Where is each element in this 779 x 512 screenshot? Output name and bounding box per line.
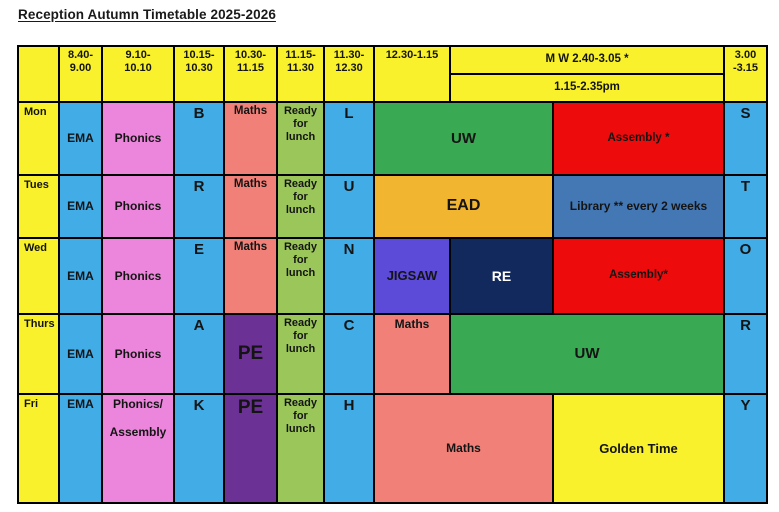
cell-wed-ready-for-lunch: Ready for lunch <box>277 238 324 314</box>
day-label-wed: Wed <box>18 238 59 314</box>
cell-tues-library: Library ** every 2 weeks <box>553 175 724 238</box>
cell-tues-break-letter: R <box>174 175 224 238</box>
cell-mon-maths: Maths <box>224 102 277 175</box>
cell-thurs-phonics: Phonics <box>102 314 174 394</box>
cell-wed-lunch-letter: N <box>324 238 374 314</box>
cell-fri-ready-for-lunch: Ready for lunch <box>277 394 324 503</box>
cell-wed-story-letter: O <box>724 238 767 314</box>
header-time-1230: 12.30-1.15 <box>374 46 450 102</box>
cell-mon-assembly: Assembly * <box>553 102 724 175</box>
cell-fri-ema: EMA <box>59 394 102 503</box>
cell-wed-ema: EMA <box>59 238 102 314</box>
cell-tues-ead: EAD <box>374 175 553 238</box>
cell-thurs-ready-for-lunch: Ready for lunch <box>277 314 324 394</box>
cell-fri-pe: PE <box>224 394 277 503</box>
cell-mon-story-letter: S <box>724 102 767 175</box>
cell-thurs-break-letter: A <box>174 314 224 394</box>
cell-tues-ema: EMA <box>59 175 102 238</box>
timetable: 8.40- 9.00 9.10- 10.10 10.15- 10.30 10.30- … <box>17 45 768 504</box>
day-label-fri: Fri <box>18 394 59 503</box>
cell-mon-ema: EMA <box>59 102 102 175</box>
cell-mon-uw: UW <box>374 102 553 175</box>
cell-thurs-maths: Maths <box>374 314 450 394</box>
cell-fri-lunch-letter: H <box>324 394 374 503</box>
cell-tues-maths: Maths <box>224 175 277 238</box>
header-afternoon-label: M W 2.40-3.05 * <box>450 46 724 74</box>
header-time-1115: 11.15- 11.30 <box>277 46 324 102</box>
cell-mon-ready-for-lunch: Ready for lunch <box>277 102 324 175</box>
header-corner <box>18 46 59 102</box>
cell-wed-re: RE <box>450 238 553 314</box>
header-time-1030: 10.30- 11.15 <box>224 46 277 102</box>
day-label-tues: Tues <box>18 175 59 238</box>
day-label-mon: Mon <box>18 102 59 175</box>
cell-fri-maths: Maths <box>374 394 553 503</box>
header-time-1130: 11.30- 12.30 <box>324 46 374 102</box>
header-afternoon-sub: 1.15-2.35pm <box>450 74 724 102</box>
header-time-1015: 10.15- 10.30 <box>174 46 224 102</box>
header-time-0840: 8.40- 9.00 <box>59 46 102 102</box>
cell-mon-lunch-letter: L <box>324 102 374 175</box>
cell-thurs-story-letter: R <box>724 314 767 394</box>
header-time-0910: 9.10- 10.10 <box>102 46 174 102</box>
cell-tues-story-letter: T <box>724 175 767 238</box>
cell-wed-phonics: Phonics <box>102 238 174 314</box>
day-label-thurs: Thurs <box>18 314 59 394</box>
cell-wed-break-letter: E <box>174 238 224 314</box>
cell-wed-jigsaw: JIGSAW <box>374 238 450 314</box>
cell-tues-ready-for-lunch: Ready for lunch <box>277 175 324 238</box>
cell-fri-story-letter: Y <box>724 394 767 503</box>
cell-tues-phonics: Phonics <box>102 175 174 238</box>
cell-wed-assembly: Assembly* <box>553 238 724 314</box>
header-time-0300: 3.00 -3.15 <box>724 46 767 102</box>
cell-fri-golden-time: Golden Time <box>553 394 724 503</box>
cell-tues-lunch-letter: U <box>324 175 374 238</box>
cell-thurs-lunch-letter: C <box>324 314 374 394</box>
cell-fri-break-letter: K <box>174 394 224 503</box>
cell-wed-maths: Maths <box>224 238 277 314</box>
cell-mon-phonics: Phonics <box>102 102 174 175</box>
page-title: Reception Autumn Timetable 2025-2026 <box>18 7 276 22</box>
cell-thurs-pe: PE <box>224 314 277 394</box>
cell-thurs-ema: EMA <box>59 314 102 394</box>
cell-thurs-uw: UW <box>450 314 724 394</box>
cell-mon-break-letter: B <box>174 102 224 175</box>
cell-fri-phonics-assembly: Phonics/ Assembly <box>102 394 174 503</box>
